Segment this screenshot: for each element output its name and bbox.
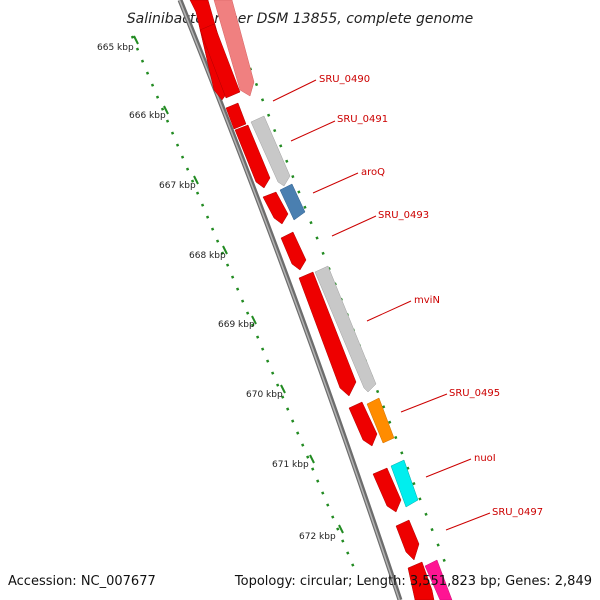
genome-backbone bbox=[177, 0, 403, 600]
gene-arrow[interactable] bbox=[250, 115, 291, 187]
scale-tick-672: 672 kbp bbox=[299, 524, 344, 542]
scale-label-670: 670 kbp bbox=[246, 390, 283, 400]
genome-summary-text: Topology: circular; Length: 3,551,823 bp… bbox=[234, 574, 592, 589]
scale-tick-669: 669 kbp bbox=[218, 315, 257, 330]
gene-arrow[interactable] bbox=[279, 183, 306, 221]
gene-label-sru-0490[interactable]: SRU_0490 bbox=[319, 74, 370, 85]
gene-arrow[interactable] bbox=[280, 231, 307, 271]
scale-label-667: 667 kbp bbox=[159, 181, 196, 191]
gene-arrow[interactable] bbox=[424, 559, 453, 600]
gene-label-sru-0493[interactable]: SRU_0493 bbox=[378, 210, 429, 221]
gene-label-sru-0497[interactable]: SRU_0497 bbox=[492, 507, 543, 518]
gene-arrow[interactable] bbox=[366, 397, 395, 444]
scale-label-669: 669 kbp bbox=[218, 320, 255, 330]
scale-tick-665: 665 kbp bbox=[97, 35, 139, 53]
scale-label-666: 666 kbp bbox=[129, 111, 166, 121]
gene-label-nuoi[interactable]: nuoI bbox=[474, 453, 496, 464]
gene-arrow[interactable] bbox=[372, 467, 402, 513]
gene-label-line bbox=[400, 393, 448, 413]
gene-arrow[interactable] bbox=[262, 191, 289, 225]
gene-label-line bbox=[445, 512, 491, 531]
scale-label-672: 672 kbp bbox=[299, 532, 336, 542]
scale-tick-671: 671 kbp bbox=[272, 454, 315, 470]
gene-arrow[interactable] bbox=[314, 265, 377, 393]
gene-label-line bbox=[331, 215, 377, 237]
genome-backbone-highlight bbox=[178, 0, 401, 600]
gene-label-sru-0495[interactable]: SRU_0495 bbox=[449, 388, 500, 399]
gene-arrow[interactable] bbox=[298, 271, 357, 397]
gene-label-line bbox=[272, 79, 317, 102]
map-title: Salinibacter ruber DSM 13855, complete g… bbox=[127, 11, 473, 27]
scale-tick-666: 666 kbp bbox=[129, 105, 169, 121]
gene-arrow[interactable] bbox=[390, 459, 419, 508]
gene-label-mvin[interactable]: mviN bbox=[414, 295, 440, 306]
scale-label-665: 665 kbp bbox=[97, 43, 134, 53]
gene-arrow[interactable] bbox=[348, 401, 378, 447]
gene-arrow[interactable] bbox=[213, 0, 255, 97]
scale-dotted-line bbox=[130, 35, 356, 569]
gene-arrow[interactable] bbox=[225, 102, 247, 130]
gene-label-line bbox=[312, 172, 359, 194]
gene-label-line bbox=[290, 120, 336, 142]
gene-arrow[interactable] bbox=[234, 124, 271, 189]
scale-tick-667: 667 kbp bbox=[159, 175, 199, 191]
gene-label-line bbox=[425, 458, 472, 478]
gene-label-line bbox=[366, 300, 412, 322]
scale-label-668: 668 kbp bbox=[189, 251, 226, 261]
scale-tick-670: 670 kbp bbox=[246, 384, 286, 400]
gene-arrow[interactable] bbox=[407, 561, 435, 600]
scale-label-671: 671 kbp bbox=[272, 460, 309, 470]
gene-arrow[interactable] bbox=[199, 23, 241, 99]
gene-label-aroq[interactable]: aroQ bbox=[361, 167, 385, 178]
gene-label-sru-0491[interactable]: SRU_0491 bbox=[337, 114, 388, 125]
scale-tick-668: 668 kbp bbox=[189, 245, 228, 261]
gene-arrow[interactable] bbox=[395, 519, 420, 561]
accession-text: Accession: NC_007677 bbox=[8, 574, 156, 589]
